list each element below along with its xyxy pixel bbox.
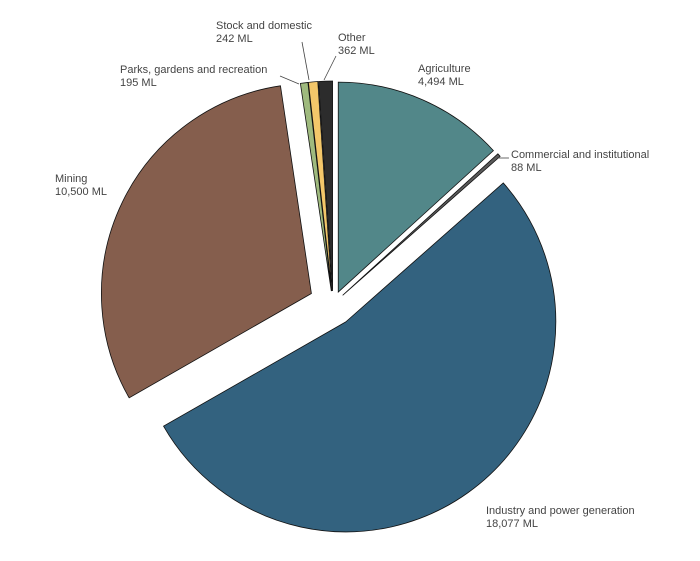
slice-industry-and-power-generation bbox=[163, 182, 557, 533]
slice-agriculture bbox=[337, 81, 494, 294]
label-name-mining: Mining bbox=[55, 173, 87, 185]
label-value-parks-gardens-and-recreation: 195 ML bbox=[120, 77, 157, 89]
label-value-agriculture: 4,494 ML bbox=[418, 76, 464, 88]
label-value-other: 362 ML bbox=[338, 45, 375, 57]
slice-mining bbox=[101, 85, 312, 399]
label-name-industry-and-power-generation: Industry and power generation bbox=[486, 505, 635, 517]
label-name-stock-and-domestic: Stock and domestic bbox=[216, 20, 312, 32]
label-name-parks-gardens-and-recreation: Parks, gardens and recreation bbox=[120, 64, 267, 76]
label-name-other: Other bbox=[338, 32, 366, 44]
label-value-mining: 10,500 ML bbox=[55, 186, 107, 198]
pie-slices bbox=[101, 80, 557, 533]
slice-stock-and-domestic bbox=[307, 81, 333, 292]
label-name-agriculture: Agriculture bbox=[418, 63, 471, 75]
leader-line-parks-gardens-and-recreation bbox=[279, 75, 300, 85]
slice-parks-gardens-and-recreation bbox=[299, 81, 332, 292]
leader-line-stock-and-domestic bbox=[301, 41, 310, 81]
label-value-commercial-and-institutional: 88 ML bbox=[511, 162, 542, 174]
slice-other bbox=[318, 80, 333, 292]
label-value-stock-and-domestic: 242 ML bbox=[216, 33, 253, 45]
label-name-commercial-and-institutional: Commercial and institutional bbox=[511, 149, 649, 161]
leader-line-other bbox=[323, 55, 337, 81]
slice-commercial-and-institutional bbox=[342, 153, 501, 296]
label-value-industry-and-power-generation: 18,077 ML bbox=[486, 518, 538, 530]
